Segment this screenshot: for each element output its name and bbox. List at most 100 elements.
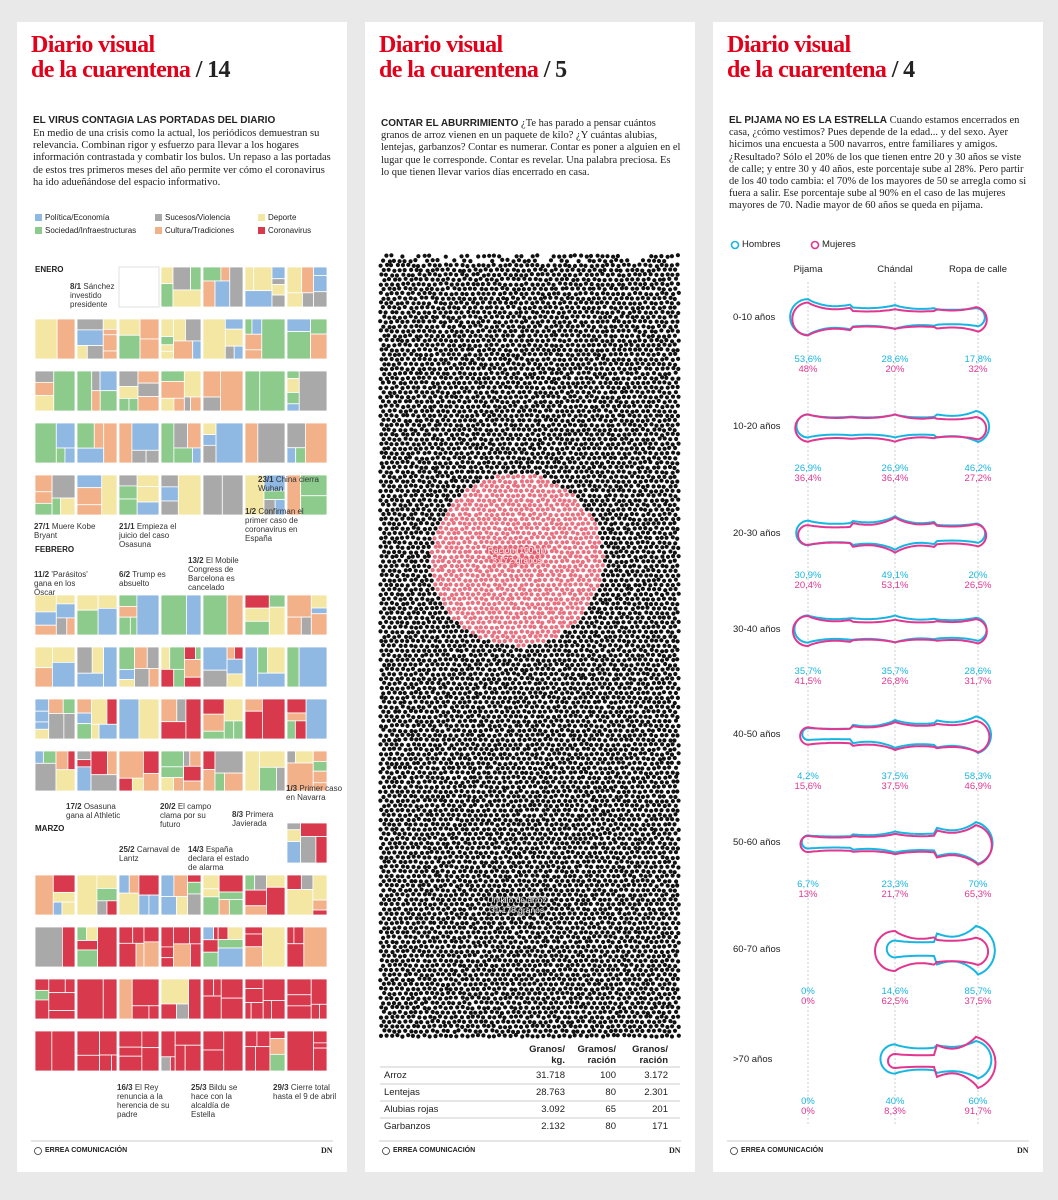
- grain: [387, 408, 392, 413]
- grain: [472, 521, 478, 526]
- grain: [656, 606, 662, 611]
- cover-block: [34, 474, 53, 493]
- grain: [595, 263, 600, 268]
- grain: [394, 442, 399, 447]
- grain: [497, 272, 502, 278]
- grain: [441, 417, 446, 422]
- grain: [633, 357, 638, 362]
- cover-block: [313, 266, 328, 276]
- grain: [583, 263, 588, 268]
- grain: [483, 437, 488, 443]
- grain: [630, 597, 635, 602]
- grain: [505, 531, 510, 537]
- grain: [470, 620, 475, 626]
- grain: [454, 498, 459, 504]
- grain: [541, 450, 546, 455]
- grain: [411, 338, 416, 343]
- grain: [608, 362, 613, 367]
- grain: [619, 418, 624, 423]
- grain: [427, 508, 432, 513]
- grain: [421, 621, 426, 626]
- grain: [392, 494, 397, 499]
- grain: [478, 531, 483, 536]
- grain: [668, 484, 673, 489]
- grain: [583, 384, 588, 389]
- grain: [649, 554, 654, 560]
- grain: [517, 343, 522, 348]
- grain: [522, 343, 527, 348]
- grain: [515, 615, 521, 620]
- grain: [425, 399, 430, 404]
- grain: [519, 273, 524, 278]
- grain: [624, 342, 629, 347]
- grain: [627, 432, 632, 437]
- grain: [409, 588, 414, 593]
- grain: [651, 314, 656, 319]
- grain: [589, 282, 594, 287]
- grain: [582, 446, 587, 451]
- grain: [490, 596, 495, 601]
- grain: [435, 258, 440, 263]
- grain: [468, 616, 473, 621]
- grain: [576, 259, 581, 264]
- grain: [641, 625, 646, 630]
- grain: [454, 319, 459, 324]
- grain: [421, 282, 426, 287]
- grain: [579, 469, 584, 474]
- grain: [527, 437, 533, 442]
- cover-block: [136, 594, 160, 636]
- grain: [551, 507, 556, 512]
- grain: [578, 395, 583, 400]
- grain: [597, 568, 602, 573]
- grain: [395, 282, 400, 287]
- grain: [395, 319, 400, 324]
- grain: [619, 323, 624, 329]
- grain: [583, 281, 589, 286]
- grain: [530, 301, 535, 306]
- grain: [659, 582, 664, 588]
- grain: [462, 521, 467, 526]
- grain: [605, 319, 610, 324]
- grain: [676, 356, 681, 361]
- grain: [457, 455, 462, 461]
- grain: [452, 362, 457, 367]
- grain: [462, 465, 467, 470]
- grain: [493, 554, 498, 559]
- grain: [457, 568, 462, 573]
- grain: [476, 525, 481, 531]
- grain: [614, 474, 619, 479]
- grain: [651, 389, 656, 394]
- grain: [506, 597, 511, 602]
- grain: [463, 418, 468, 423]
- grain: [510, 560, 515, 565]
- grain: [600, 536, 605, 541]
- grain: [475, 564, 480, 569]
- grain: [384, 253, 389, 258]
- grain: [661, 362, 666, 367]
- grain: [524, 564, 529, 569]
- grain: [592, 267, 597, 272]
- grain: [592, 427, 597, 432]
- grain: [622, 516, 627, 521]
- grain: [587, 568, 592, 573]
- grain: [435, 503, 440, 508]
- cover-block: [286, 318, 311, 332]
- grain: [497, 517, 502, 522]
- grain: [568, 450, 573, 455]
- grain: [638, 479, 643, 484]
- cover-block: [56, 318, 76, 360]
- grain: [464, 525, 469, 530]
- grain: [664, 320, 669, 325]
- grain: [670, 630, 675, 635]
- grain: [535, 535, 540, 540]
- grain: [665, 431, 670, 436]
- grain: [656, 267, 661, 272]
- grain: [561, 601, 566, 606]
- grain: [613, 578, 619, 583]
- grain: [443, 572, 448, 578]
- grain: [554, 483, 559, 488]
- grain: [610, 592, 616, 598]
- grain: [517, 464, 522, 469]
- grain: [637, 310, 642, 315]
- grain: [654, 366, 660, 371]
